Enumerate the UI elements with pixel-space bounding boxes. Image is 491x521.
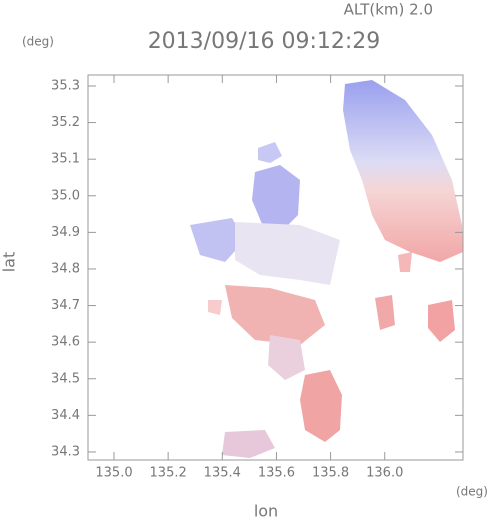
echo-region	[268, 335, 305, 380]
echo-region	[258, 142, 282, 163]
x-tick-label: 136.0	[366, 466, 403, 481]
x-unit: (deg)	[456, 485, 488, 499]
echo-region	[235, 222, 340, 285]
altitude-label: ALT(km) 2.0	[344, 1, 433, 19]
y-axis-label: lat	[0, 252, 19, 273]
chart-title: 2013/09/16 09:12:29	[148, 29, 381, 54]
y-tick-label: 34.4	[51, 408, 80, 423]
y-tick-label: 35.3	[51, 78, 80, 93]
x-tick-label: 135.4	[204, 466, 241, 481]
y-tick-label: 34.5	[51, 371, 80, 386]
echo-region	[252, 165, 300, 228]
echo-field	[190, 80, 463, 458]
echo-region	[428, 300, 455, 342]
echo-region	[398, 252, 412, 272]
x-axis-label: lon	[254, 502, 278, 521]
y-tick-label: 34.3	[51, 444, 80, 459]
x-tick-label: 135.0	[95, 466, 132, 481]
y-tick-label: 34.6	[51, 335, 80, 350]
echo-region	[375, 295, 395, 330]
y-tick-label: 34.9	[51, 225, 80, 240]
y-tick-label: 35.2	[51, 115, 80, 130]
echo-region	[225, 285, 325, 345]
echo-region	[208, 300, 222, 315]
echo-region	[343, 80, 463, 262]
echo-region	[190, 218, 245, 262]
plot-frame	[87, 74, 464, 461]
echo-region	[300, 370, 342, 442]
y-unit: (deg)	[22, 35, 54, 49]
x-tick-label: 135.2	[150, 466, 187, 481]
echo-region	[222, 430, 275, 458]
y-tick-label: 34.8	[51, 261, 80, 276]
x-tick-label: 135.8	[312, 466, 349, 481]
y-tick-label: 34.7	[51, 298, 80, 313]
y-tick-label: 35.1	[51, 152, 80, 167]
x-tick-label: 135.6	[258, 466, 295, 481]
y-tick-label: 35.0	[51, 188, 80, 203]
